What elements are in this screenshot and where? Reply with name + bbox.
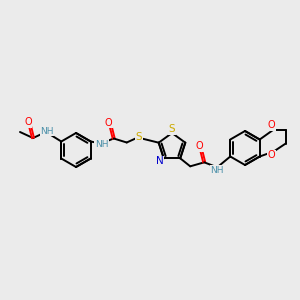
Text: S: S (135, 131, 142, 142)
Text: O: O (268, 151, 275, 160)
Text: NH: NH (95, 140, 109, 149)
Text: O: O (105, 118, 112, 128)
Text: S: S (169, 124, 175, 134)
Text: O: O (195, 141, 203, 151)
Text: O: O (24, 117, 32, 127)
Text: NH: NH (211, 166, 224, 175)
Text: O: O (268, 121, 275, 130)
Text: N: N (156, 156, 164, 166)
Text: NH: NH (40, 127, 54, 136)
